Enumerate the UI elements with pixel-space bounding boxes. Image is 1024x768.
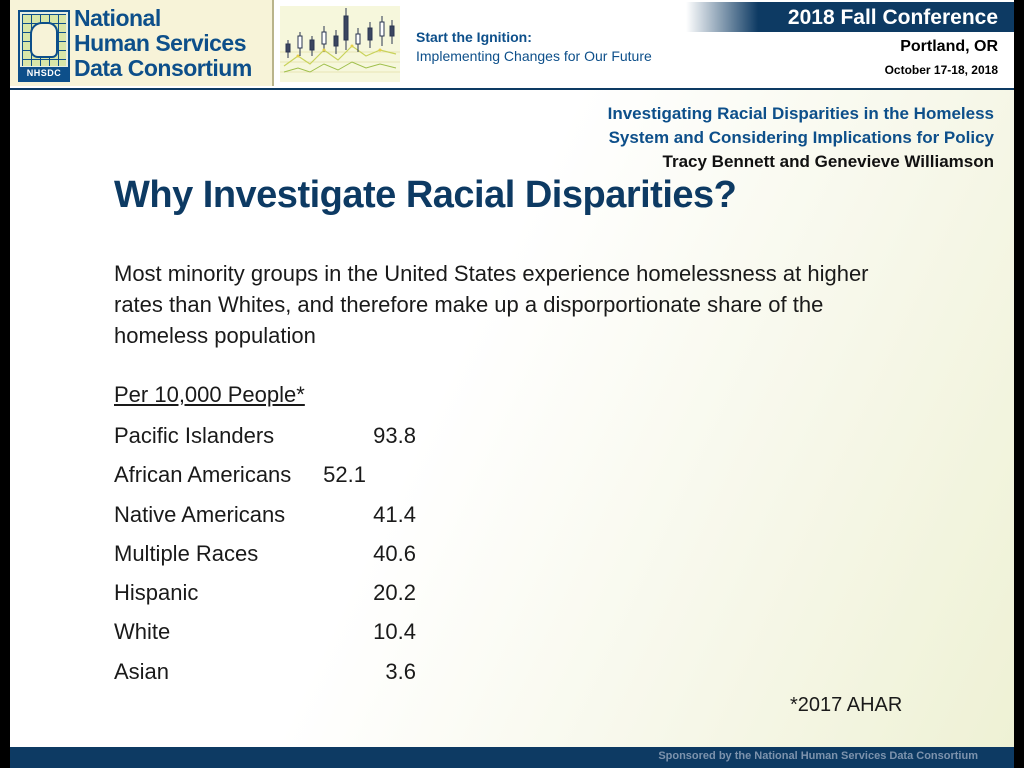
session-info: Investigating Racial Disparities in the … bbox=[608, 102, 994, 174]
session-authors: Tracy Bennett and Genevieve Williamson bbox=[662, 152, 994, 171]
tagline-subline: Implementing Changes for Our Future bbox=[416, 48, 652, 64]
stat-row: Multiple Races 40.6 bbox=[114, 536, 434, 575]
stat-row: Pacific Islanders 93.8 bbox=[114, 418, 434, 457]
conference-location: Portland, OR bbox=[900, 38, 998, 55]
slide-title: Why Investigate Racial Disparities? bbox=[114, 174, 737, 216]
stat-value: 40.6 bbox=[373, 540, 416, 566]
stat-label: Hispanic bbox=[114, 580, 199, 606]
org-name-line: Data Consortium bbox=[74, 55, 252, 81]
stat-value: 41.4 bbox=[373, 501, 416, 527]
stat-value: 93.8 bbox=[373, 423, 416, 448]
organization-name: National Human Services Data Consortium bbox=[74, 6, 270, 81]
conference-title-band: 2018 Fall Conference bbox=[686, 2, 1014, 32]
organization-logo: NHSDC National Human Services Data Conso… bbox=[10, 0, 274, 86]
slide: NHSDC National Human Services Data Conso… bbox=[10, 0, 1014, 768]
body-paragraph: Most minority groups in the United State… bbox=[114, 261, 869, 348]
sponsor-text: Sponsored by the National Human Services… bbox=[658, 750, 978, 762]
stat-label: White bbox=[114, 619, 171, 645]
org-name-line: Human Services bbox=[74, 30, 246, 56]
session-title-line: Investigating Racial Disparities in the … bbox=[607, 104, 994, 123]
stat-row: Asian 3.6 bbox=[114, 654, 434, 693]
logo-abbreviation: NHSDC bbox=[20, 67, 68, 80]
stat-row: Hispanic 20.2 bbox=[114, 575, 434, 614]
session-title-line: System and Considering Implications for … bbox=[608, 128, 994, 147]
stat-label: Asian bbox=[114, 658, 170, 684]
tagline-headline: Start the Ignition: bbox=[416, 29, 532, 45]
stat-label: Pacific Islanders bbox=[114, 423, 275, 448]
conference-tagline: Start the Ignition: Implementing Changes… bbox=[416, 28, 652, 66]
stat-row: African Americans 52.1 bbox=[114, 457, 434, 496]
conference-dates: October 17-18, 2018 bbox=[884, 63, 998, 77]
stats-table: Pacific Islanders 93.8 African Americans… bbox=[114, 418, 434, 693]
stat-label: Multiple Races bbox=[114, 540, 259, 566]
conference-title: 2018 Fall Conference bbox=[787, 6, 998, 29]
candlestick-chart-graphic bbox=[280, 6, 400, 82]
org-name-line: National bbox=[74, 5, 161, 31]
conference-header: NHSDC National Human Services Data Conso… bbox=[10, 0, 1014, 90]
stats-table-heading: Per 10,000 People* bbox=[114, 382, 305, 407]
stat-label: African Americans bbox=[114, 462, 292, 488]
stat-row: White 10.4 bbox=[114, 614, 434, 653]
stat-value: 20.2 bbox=[373, 580, 416, 606]
stat-value: 52.1 bbox=[323, 462, 366, 488]
stat-value: 10.4 bbox=[373, 619, 416, 645]
nhsdc-logo-icon: NHSDC bbox=[18, 10, 70, 82]
stat-value: 3.6 bbox=[385, 658, 416, 684]
stat-label: Native Americans bbox=[114, 501, 286, 527]
footnote: *2017 AHAR bbox=[790, 694, 903, 716]
stat-row: Native Americans 41.4 bbox=[114, 497, 434, 536]
sponsor-footer: Sponsored by the National Human Services… bbox=[10, 747, 1014, 768]
